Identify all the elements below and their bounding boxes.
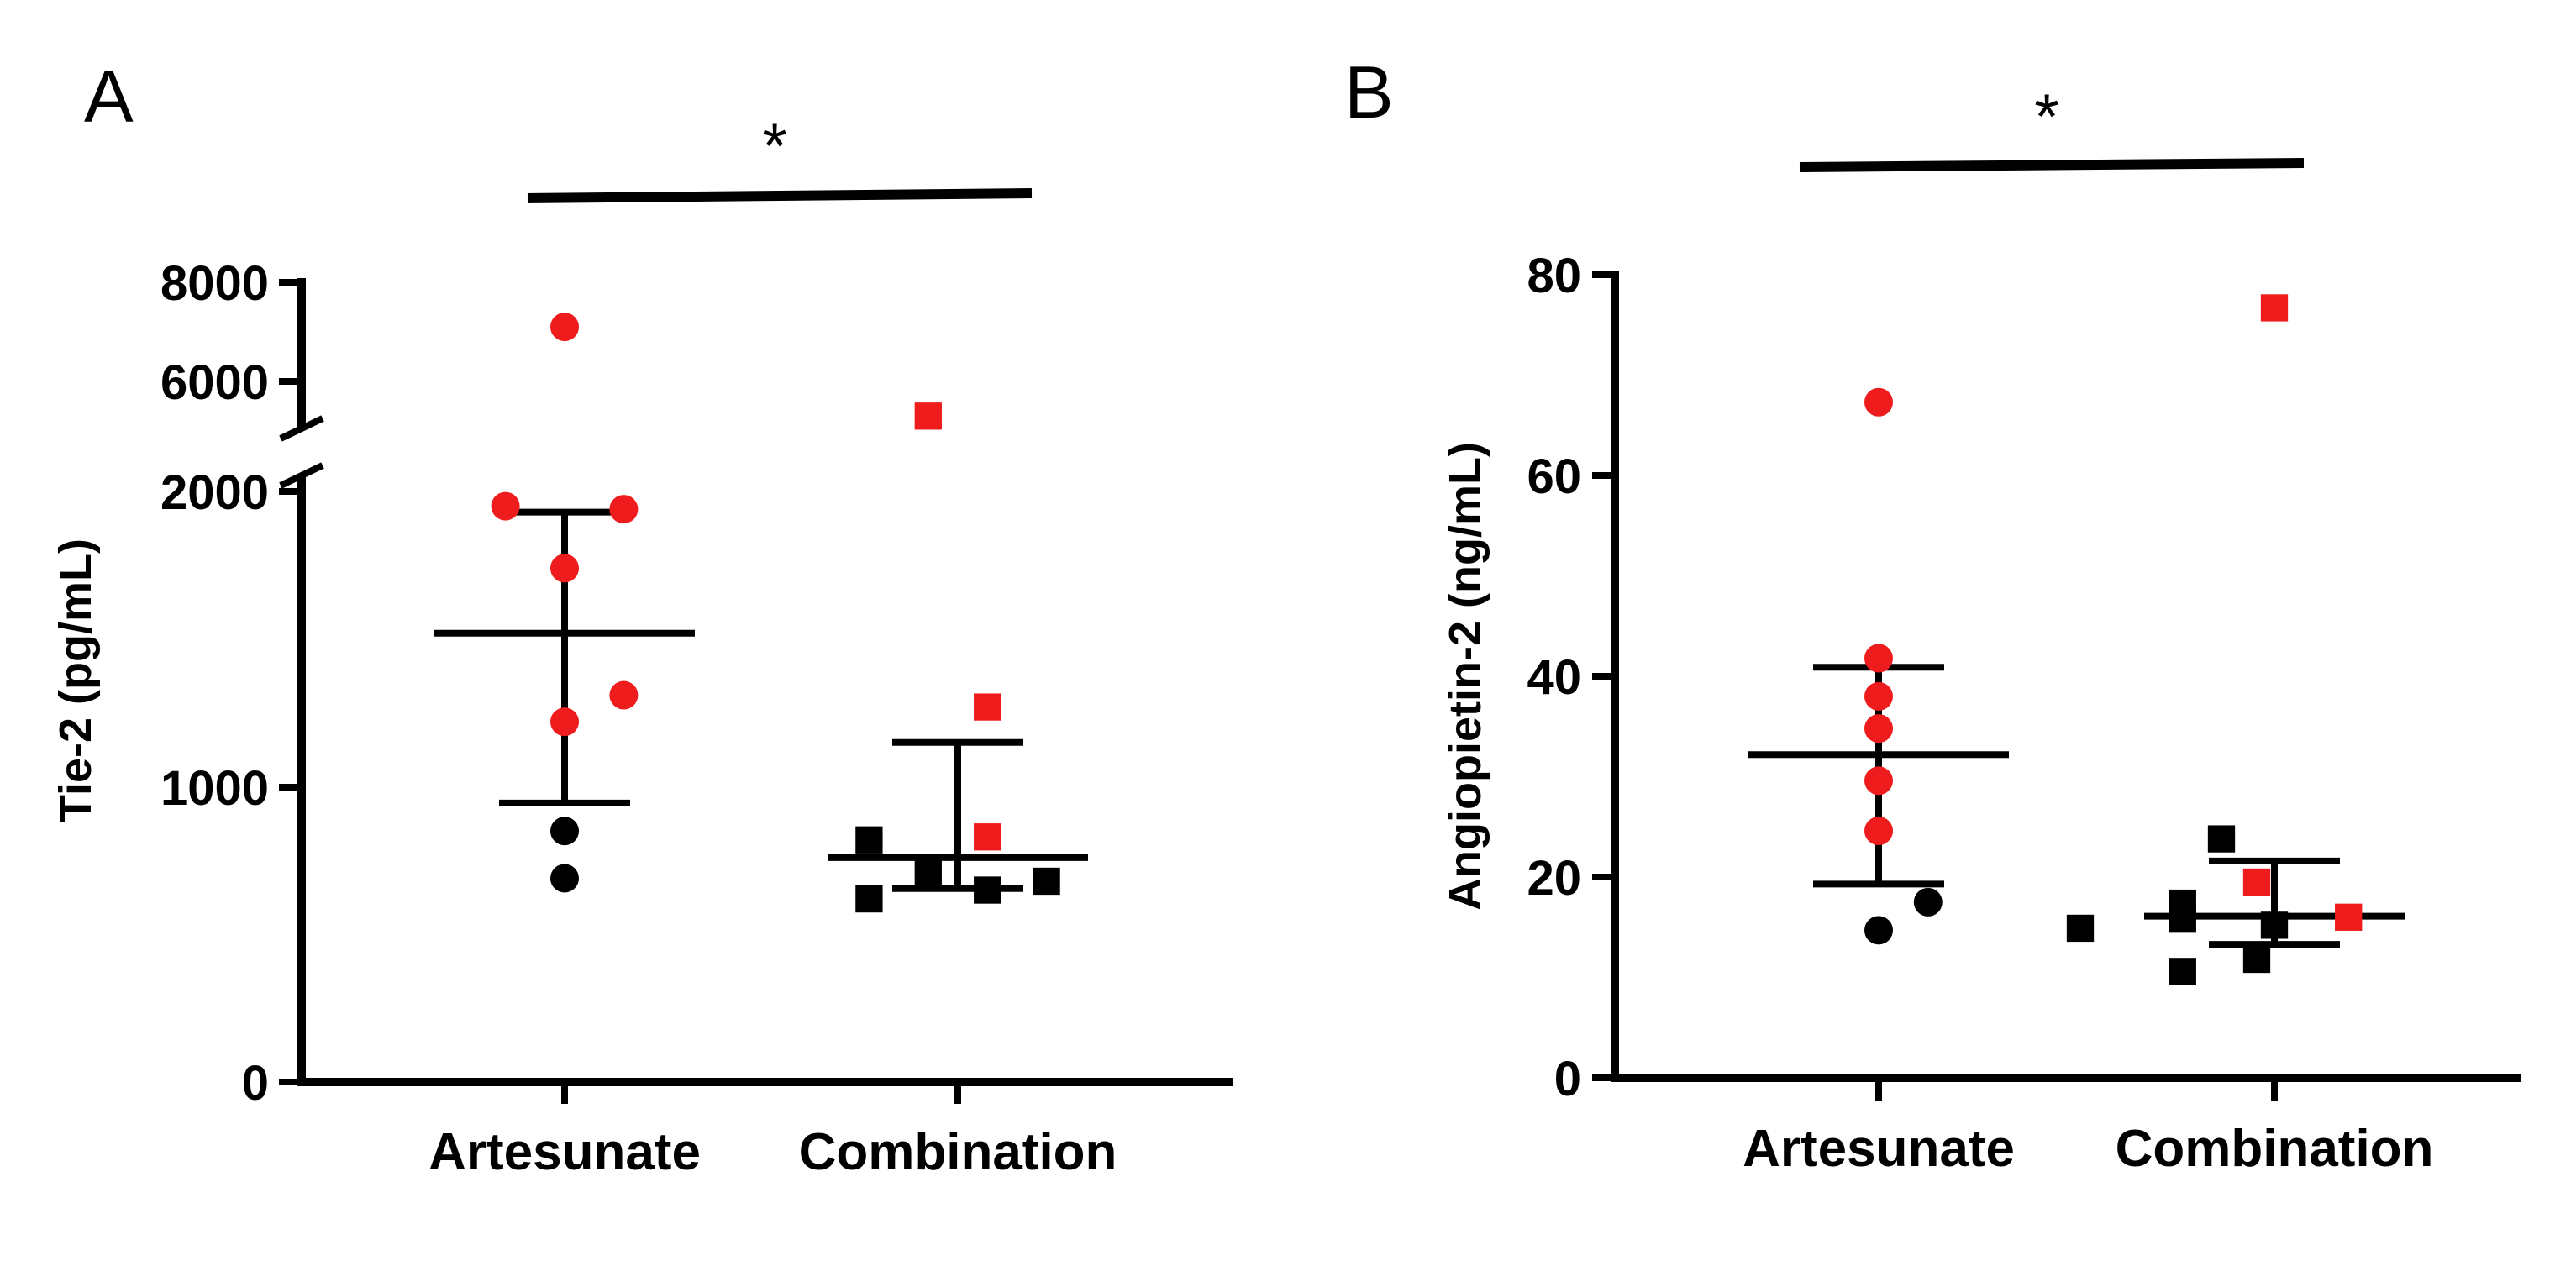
data-point-circle — [550, 313, 579, 342]
data-point-circle — [1864, 681, 1893, 711]
panel-a-axis-break-mark — [279, 462, 324, 489]
data-point-circle — [1864, 916, 1893, 945]
panel-b-letter: B — [1344, 50, 1394, 134]
panel-a-significance-bar — [527, 188, 1033, 203]
data-point-square — [2335, 903, 2363, 931]
data-point-square — [2066, 914, 2095, 943]
panel-a-y-tick-label: 6000 — [160, 355, 269, 410]
data-point-circle — [1864, 817, 1893, 846]
panel-b-y-tick-label: 0 — [1554, 1052, 1581, 1106]
panel-a-y-tick-label: 8000 — [160, 256, 269, 311]
data-point-circle — [550, 864, 579, 893]
data-point-circle — [550, 707, 579, 737]
data-point-square — [2207, 825, 2236, 853]
panel-b-y-tick-label: 40 — [1527, 650, 1581, 705]
panel-a-y-tick-label: 1000 — [160, 761, 269, 816]
data-point-square — [855, 885, 883, 913]
panel-a-axis-break-mark — [279, 415, 324, 442]
data-point-square — [914, 402, 942, 430]
panel-b-y-axis-label: Angiopietin-2 (ng/mL) — [1440, 442, 1490, 911]
data-point-circle — [1913, 887, 1943, 917]
data-point-circle — [550, 817, 579, 846]
panel-a-y-tick-label: 0 — [242, 1056, 269, 1111]
panel-a-category-label: Combination — [799, 1123, 1117, 1181]
panel-a-y-axis-label: Tie-2 (pg/mL) — [50, 538, 101, 822]
data-point-square — [914, 859, 942, 886]
panel-b-significance-star: * — [2034, 81, 2059, 153]
panel-a-letter: A — [84, 55, 134, 138]
panel-b-y-tick-label: 80 — [1527, 249, 1581, 303]
panel-a: A * 8000 6000 2000 1000 0 Tie-2 (pg/mL) … — [50, 55, 1233, 1181]
data-point-circle — [1864, 387, 1893, 417]
panel-b-category-label: Combination — [2116, 1120, 2434, 1178]
data-point-square — [2260, 294, 2289, 322]
panel-a-category-label: Artesunate — [428, 1123, 701, 1181]
data-point-circle — [609, 495, 639, 524]
panel-b-y-tick-label: 20 — [1527, 851, 1581, 906]
panel-b-data-marks — [1748, 294, 2405, 985]
data-point-square — [974, 876, 1001, 904]
panel-a-y-tick-label: 2000 — [160, 465, 269, 520]
data-point-circle — [550, 554, 579, 583]
data-point-circle — [609, 680, 639, 710]
panel-b-significance-bar — [1799, 158, 2305, 172]
panel-b-y-tick-label: 60 — [1527, 449, 1581, 504]
data-point-circle — [1864, 644, 1893, 673]
panel-b-category-label: Artesunate — [1743, 1120, 2015, 1178]
data-point-square — [855, 826, 883, 854]
data-point-circle — [1864, 766, 1893, 796]
panel-a-data-marks — [434, 313, 1088, 913]
data-point-square — [974, 823, 1001, 851]
data-point-square — [2169, 958, 2196, 985]
data-point-square — [1033, 867, 1060, 896]
data-point-circle — [1864, 714, 1893, 743]
data-point-square — [2242, 868, 2271, 896]
data-point-circle — [491, 491, 520, 521]
panel-b: B * 80 60 40 20 0 Angiopietin-2 (ng/mL) … — [1344, 50, 2521, 1178]
data-point-square — [2242, 945, 2271, 974]
data-point-square — [974, 693, 1001, 721]
data-point-square — [2169, 906, 2196, 933]
panel-a-significance-star: * — [762, 111, 787, 182]
data-point-square — [2260, 911, 2289, 939]
